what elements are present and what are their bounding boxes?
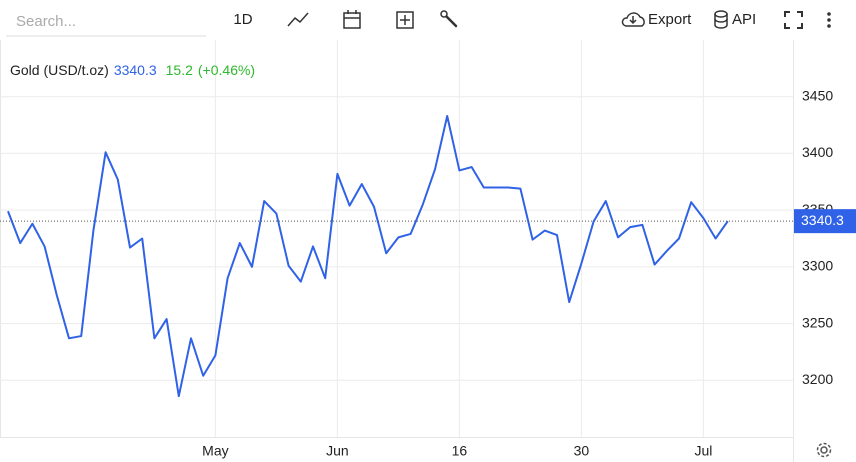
settings-icon[interactable]: [816, 442, 832, 458]
last-price-box: [794, 209, 856, 234]
export-icon[interactable]: [621, 12, 645, 27]
chart-type-icon[interactable]: [287, 12, 309, 27]
y-tick-label: 3400: [802, 144, 833, 160]
api-icon[interactable]: [714, 10, 728, 29]
price-line: [7, 114, 729, 398]
x-tick-label: Jun: [326, 443, 349, 459]
grid: [0, 40, 793, 437]
y-tick-label: 3200: [802, 371, 833, 387]
legend: Gold (USD/t.oz) 3340.3 15.2 (+0.46%): [10, 62, 255, 78]
export-button[interactable]: Export: [648, 11, 692, 28]
x-tick-label: May: [202, 443, 228, 459]
x-tick-label: Jul: [694, 443, 712, 459]
compare-icon[interactable]: [396, 11, 414, 29]
interval-button[interactable]: 1D: [233, 11, 252, 28]
legend-last-value: 3340.3: [114, 62, 157, 78]
calendar-icon[interactable]: [343, 10, 361, 29]
x-tick-label: 16: [452, 443, 468, 459]
legend-change: 15.2: [166, 62, 193, 78]
y-tick-label: 3300: [802, 258, 833, 274]
y-tick-label: 3450: [802, 87, 833, 103]
legend-change-pct: (+0.46%): [198, 62, 255, 78]
last-price-label: 3340.3: [801, 212, 844, 228]
tools-icon[interactable]: [440, 10, 458, 28]
plot: [0, 114, 793, 398]
x-tick-label: 30: [574, 443, 590, 459]
search-box[interactable]: Search...: [16, 13, 76, 30]
legend-name: Gold (USD/t.oz): [10, 62, 109, 78]
api-button[interactable]: API: [732, 11, 756, 28]
y-tick-label: 3250: [802, 314, 833, 330]
more-icon[interactable]: [827, 12, 831, 28]
fullscreen-icon[interactable]: [784, 11, 803, 29]
